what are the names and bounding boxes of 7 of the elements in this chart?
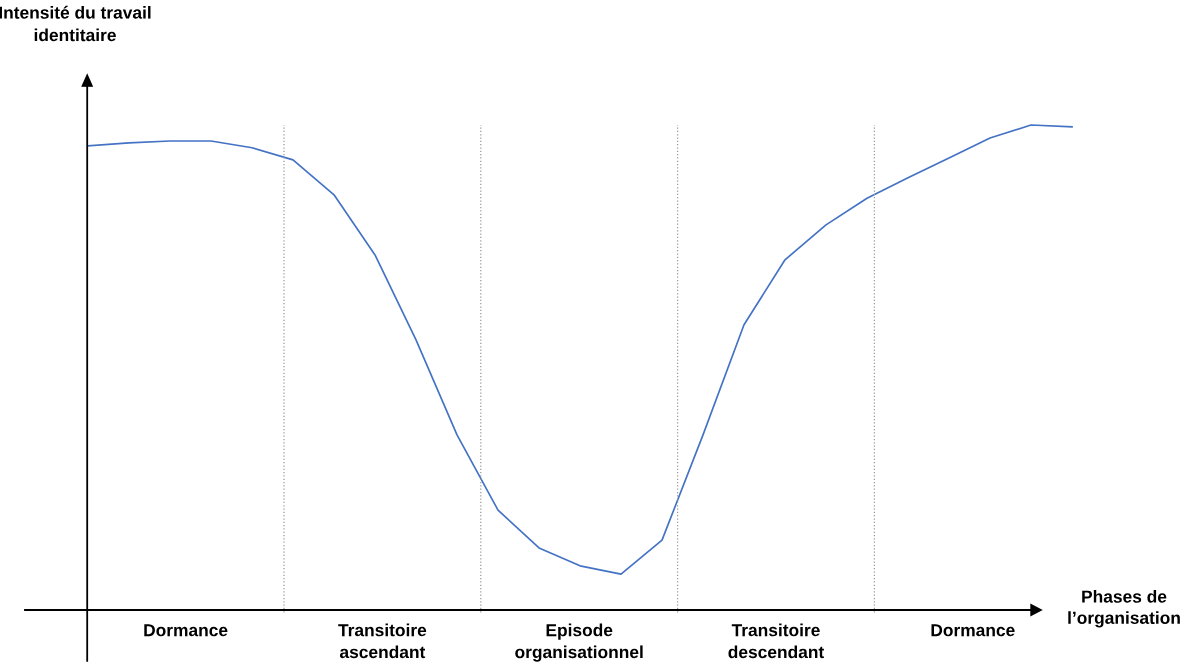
- text: Dormance: [931, 624, 1015, 637]
- x-axis-title: Phases de l’organisation: [1068, 590, 1180, 628]
- y-axis-title: Intensité du travail identitaire: [0, 5, 151, 42]
- text: Transitoire descendant: [728, 623, 825, 659]
- text: Episode organisationnel: [515, 623, 643, 662]
- text: Transitoire ascendant: [338, 623, 427, 659]
- text: Dormance: [144, 624, 228, 637]
